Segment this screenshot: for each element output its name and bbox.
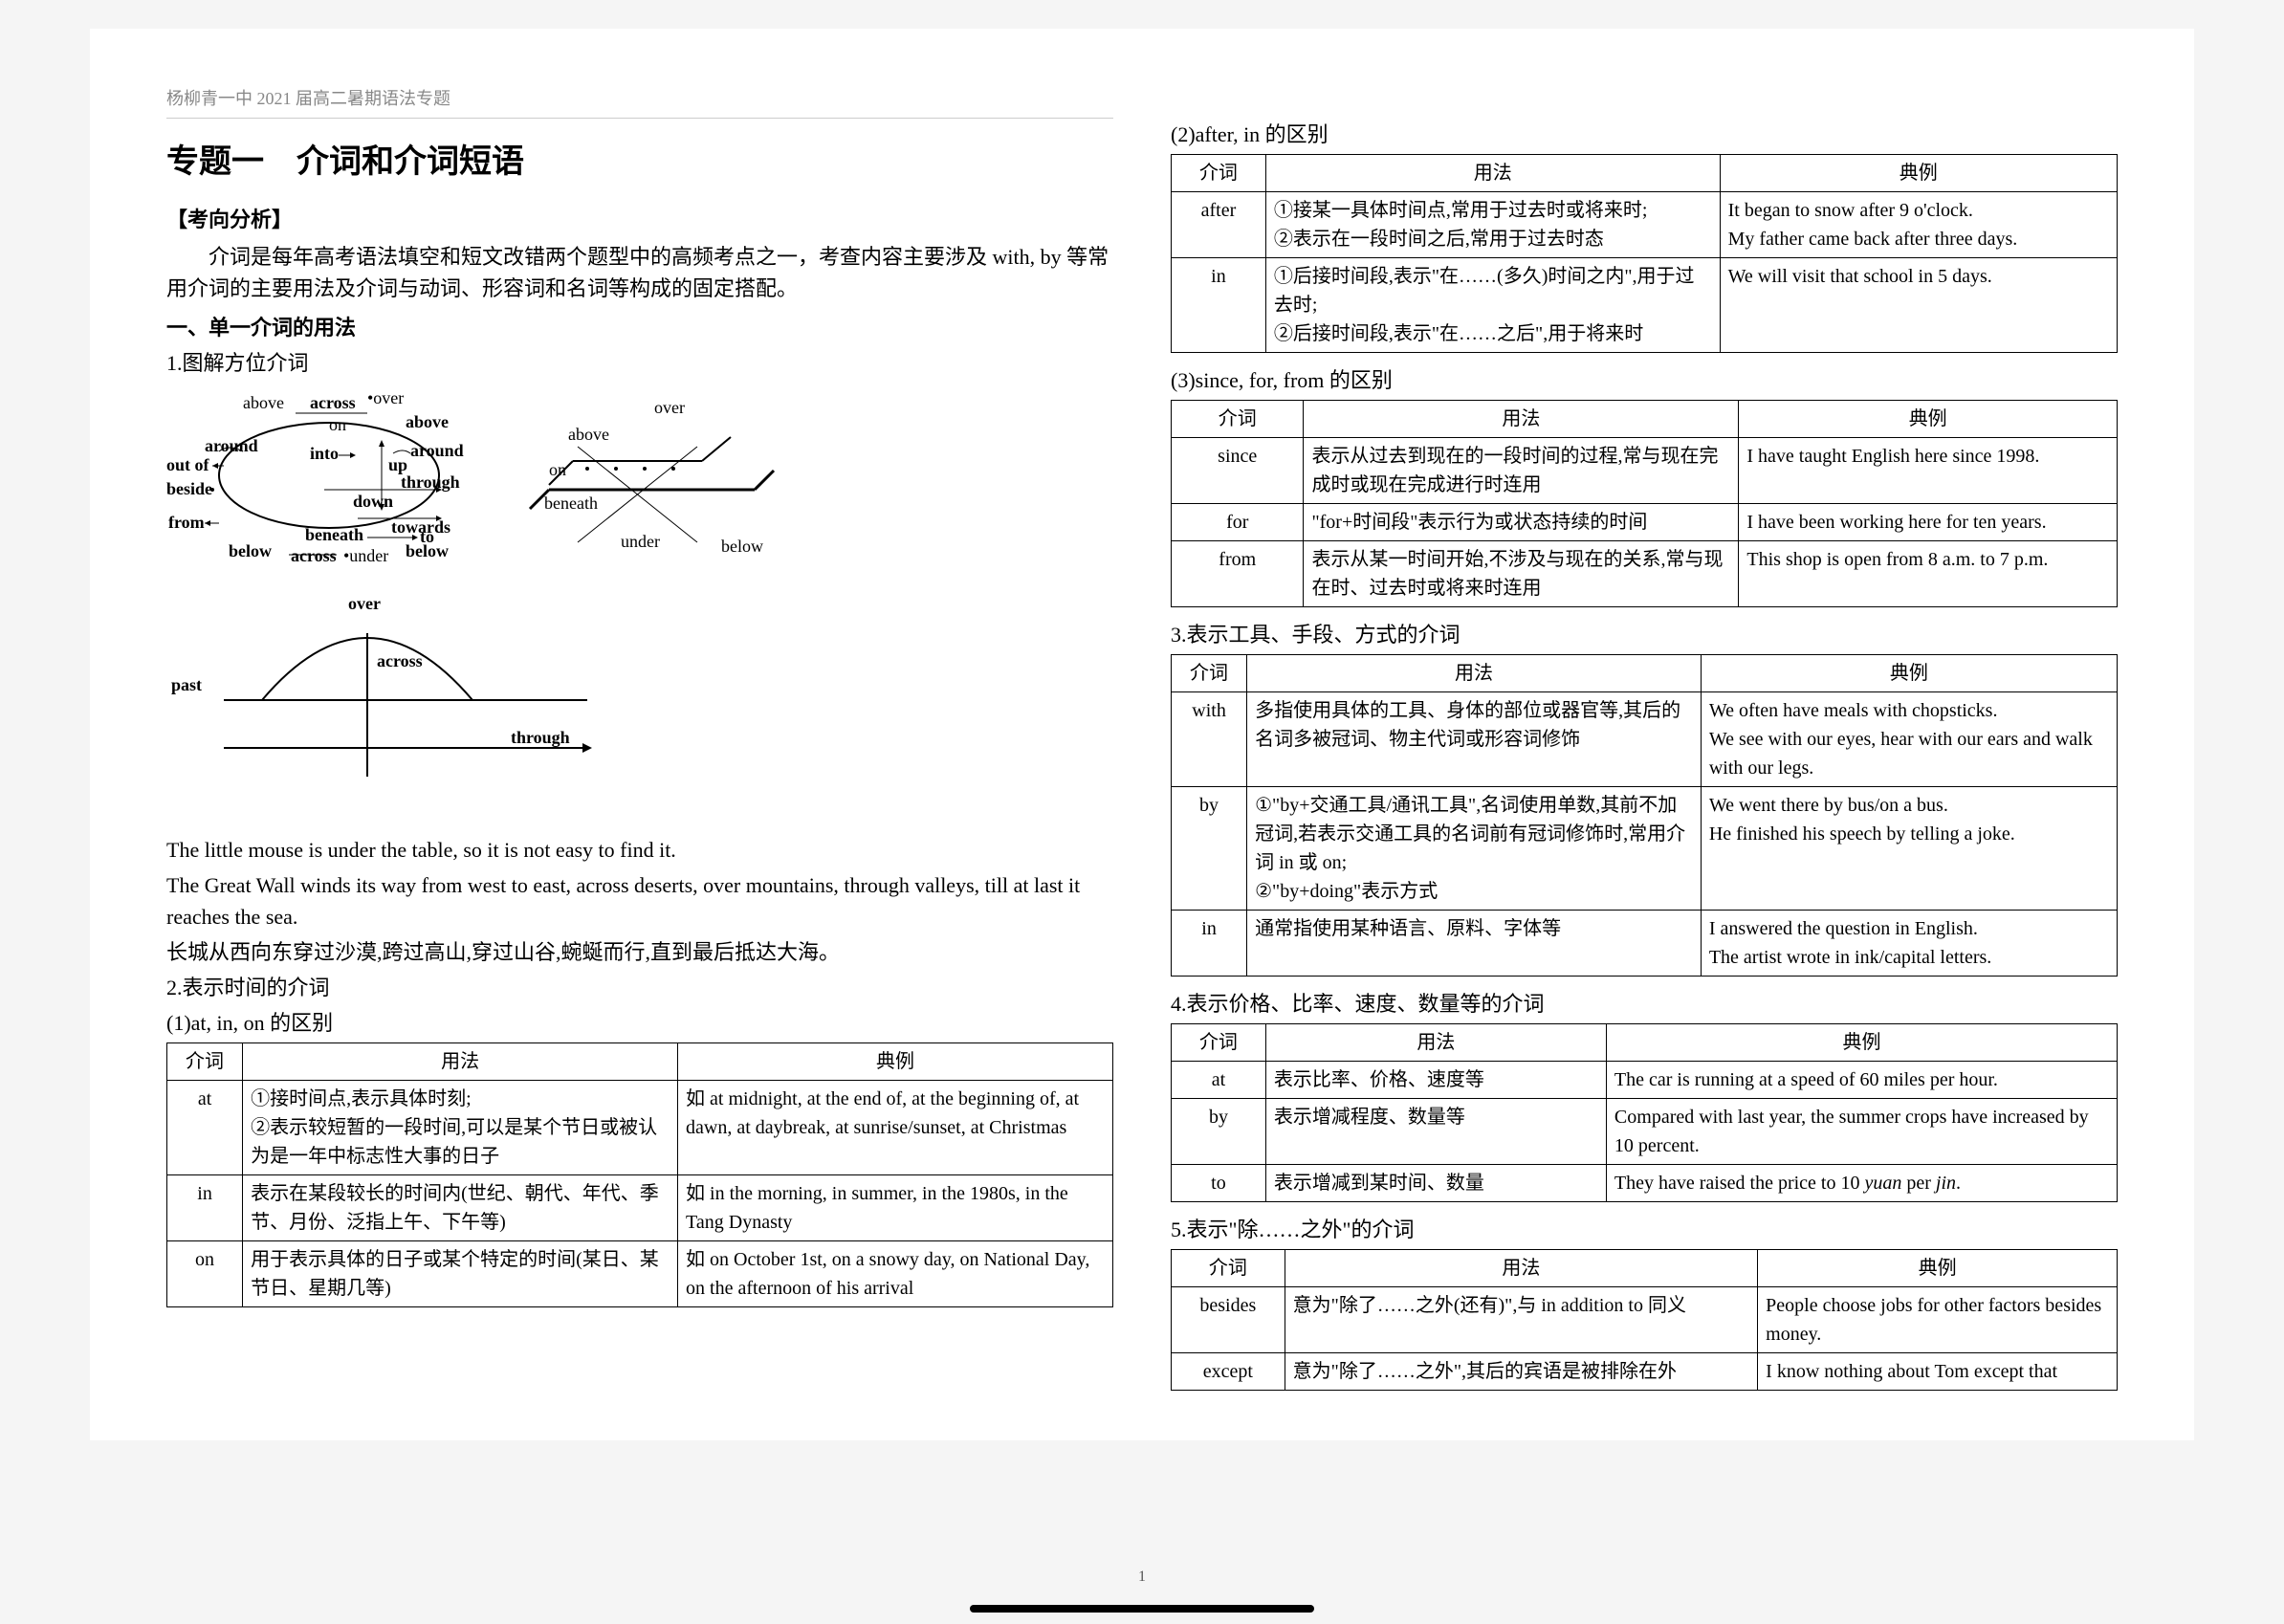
svg-text:above: above bbox=[406, 412, 449, 431]
table-row: in 表示在某段较长的时间内(世纪、朝代、年代、季节、月份、泛指上午、下午等) … bbox=[167, 1175, 1113, 1241]
svg-text:beside: beside bbox=[166, 479, 212, 498]
svg-text:beneath: beneath bbox=[305, 525, 363, 544]
svg-text:around: around bbox=[410, 441, 464, 460]
analysis-label: 【考向分析】 bbox=[166, 204, 1113, 235]
table-row: with 多指使用具体的工具、身体的部位或器官等,其后的名词多被冠词、物主代词或… bbox=[1172, 692, 2118, 787]
th-example: 典例 bbox=[678, 1043, 1113, 1081]
table-row: by 表示增减程度、数量等 Compared with last year, t… bbox=[1172, 1099, 2118, 1165]
table-row: at 表示比率、价格、速度等 The car is running at a s… bbox=[1172, 1062, 2118, 1099]
table-row: besides 意为"除了……之外(还有)",与 in addition to … bbox=[1172, 1287, 2118, 1353]
svg-text:across: across bbox=[310, 393, 356, 412]
table-at-by-to: 介词 用法 典例 at 表示比率、价格、速度等 The car is runni… bbox=[1171, 1023, 2118, 1202]
svg-text:on: on bbox=[329, 415, 346, 434]
home-indicator[interactable] bbox=[970, 1605, 1314, 1613]
cell-yuan-jin: They have raised the price to 10 yuan pe… bbox=[1606, 1165, 2117, 1202]
example-sentence-2: The Great Wall winds its way from west t… bbox=[166, 869, 1113, 933]
svg-text:across: across bbox=[291, 546, 337, 565]
document-page: 杨柳青一中 2021 届高二暑期语法专题 专题一 介词和介词短语 【考向分析】 … bbox=[90, 29, 2194, 1440]
svg-text:through: through bbox=[511, 728, 570, 747]
example-sentence-1: The little mouse is under the table, so … bbox=[166, 834, 1113, 866]
section-1-head: 一、单一介词的用法 bbox=[166, 312, 1113, 343]
svg-text:past: past bbox=[171, 675, 202, 694]
svg-text:out of: out of bbox=[166, 455, 210, 474]
table-row: for "for+时间段"表示行为或状态持续的时间 I have been wo… bbox=[1172, 504, 2118, 541]
svg-text:above: above bbox=[568, 425, 609, 444]
svg-text:into: into bbox=[310, 444, 339, 463]
table-since-for-from: 介词 用法 典例 since 表示从过去到现在的一段时间的过程,常与现在完成时或… bbox=[1171, 400, 2118, 607]
table-row: by ①"by+交通工具/通讯工具",名词使用单数,其前不加冠词,若表示交通工具… bbox=[1172, 787, 2118, 911]
table-besides-except: 介词 用法 典例 besides 意为"除了……之外(还有)",与 in add… bbox=[1171, 1249, 2118, 1391]
table-row: to 表示增减到某时间、数量 They have raised the pric… bbox=[1172, 1165, 2118, 1202]
analysis-text: 介词是每年高考语法填空和短文改错两个题型中的高频考点之一，考查内容主要涉及 wi… bbox=[166, 241, 1113, 304]
right-column: (2)after, in 的区别 介词 用法 典例 after ①接某一具体时间… bbox=[1171, 86, 2118, 1402]
table-after-in: 介词 用法 典例 after ①接某一具体时间点,常用于过去时或将来时;②表示在… bbox=[1171, 154, 2118, 353]
table-row: in 通常指使用某种语言、原料、字体等 I answered the quest… bbox=[1172, 911, 2118, 977]
svg-text:beneath: beneath bbox=[544, 494, 598, 513]
section-1-5-label: 5.表示"除……之外"的介词 bbox=[1171, 1214, 2118, 1245]
example-sentence-3: 长城从西向东穿过沙漠,跨过高山,穿过山谷,蜿蜒而行,直到最后抵达大海。 bbox=[166, 936, 1113, 968]
svg-text:over: over bbox=[348, 594, 381, 613]
table-with-by-in: 介词 用法 典例 with 多指使用具体的工具、身体的部位或器官等,其后的名词多… bbox=[1171, 654, 2118, 977]
table-row: on 用于表示具体的日子或某个特定的时间(某日、某节日、星期几等) 如 on O… bbox=[167, 1241, 1113, 1307]
svg-text:under: under bbox=[621, 532, 660, 551]
svg-text:from: from bbox=[168, 513, 205, 532]
svg-text:below: below bbox=[406, 541, 449, 560]
preposition-diagram: above across •over on above around out o… bbox=[166, 384, 779, 824]
table-row: at ①接时间点,表示具体时刻;②表示较短暂的一段时间,可以是某个节日或被认为是… bbox=[167, 1081, 1113, 1175]
section-1-2-3-label: (3)since, for, from 的区别 bbox=[1171, 364, 2118, 396]
svg-text:•under: •under bbox=[343, 546, 388, 565]
section-1-2-label: 2.表示时间的介词 bbox=[166, 972, 1113, 1003]
table-row: after ①接某一具体时间点,常用于过去时或将来时;②表示在一段时间之后,常用… bbox=[1172, 192, 2118, 258]
svg-text:below: below bbox=[721, 537, 763, 556]
svg-text:•over: •over bbox=[367, 388, 404, 407]
section-1-3-label: 3.表示工具、手段、方式的介词 bbox=[1171, 619, 2118, 650]
table-row: except 意为"除了……之外",其后的宾语是被排除在外 I know not… bbox=[1172, 1353, 2118, 1391]
section-1-1-label: 1.图解方位介词 bbox=[166, 347, 1113, 379]
svg-text:across: across bbox=[377, 651, 423, 670]
svg-text:up: up bbox=[388, 455, 407, 474]
th-usage: 用法 bbox=[243, 1043, 678, 1081]
svg-text:below: below bbox=[229, 541, 272, 560]
svg-text:through: through bbox=[401, 472, 460, 492]
svg-text:on: on bbox=[549, 460, 566, 479]
page-title: 专题一 介词和介词短语 bbox=[166, 138, 1113, 187]
section-1-4-label: 4.表示价格、比率、速度、数量等的介词 bbox=[1171, 988, 2118, 1020]
table-row: from 表示从某一时间开始,不涉及与现在的关系,常与现在时、过去时或将来时连用… bbox=[1172, 541, 2118, 607]
table-at-in-on: 介词 用法 典例 at ①接时间点,表示具体时刻;②表示较短暂的一段时间,可以是… bbox=[166, 1042, 1113, 1307]
section-1-2-1-label: (1)at, in, on 的区别 bbox=[166, 1007, 1113, 1039]
svg-text:over: over bbox=[654, 398, 685, 417]
table-row: since 表示从过去到现在的一段时间的过程,常与现在完成时或现在完成进行时连用… bbox=[1172, 438, 2118, 504]
page-header: 杨柳青一中 2021 届高二暑期语法专题 bbox=[166, 86, 1113, 119]
svg-text:down: down bbox=[353, 492, 393, 511]
th-prep: 介词 bbox=[167, 1043, 243, 1081]
left-column: 杨柳青一中 2021 届高二暑期语法专题 专题一 介词和介词短语 【考向分析】 … bbox=[166, 86, 1113, 1402]
section-1-2-2-label: (2)after, in 的区别 bbox=[1171, 119, 2118, 150]
svg-text:above: above bbox=[243, 393, 284, 412]
page-number: 1 bbox=[1138, 1569, 1146, 1586]
table-row: in ①后接时间段,表示"在……(多久)时间之内",用于过去时;②后接时间段,表… bbox=[1172, 258, 2118, 353]
svg-text:around: around bbox=[205, 436, 258, 455]
